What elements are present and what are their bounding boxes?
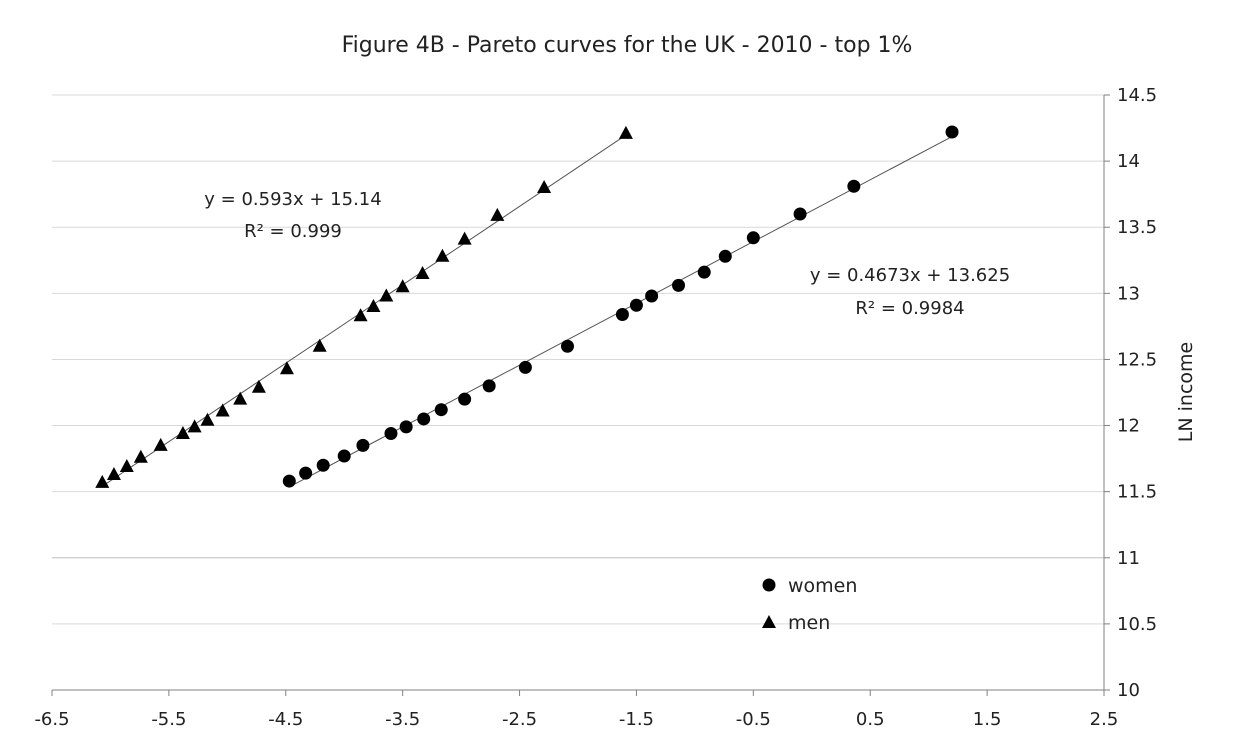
men-point-17 — [415, 266, 430, 279]
women-point-0 — [282, 474, 296, 488]
women-point-9 — [458, 392, 472, 406]
men-point-9 — [233, 391, 248, 405]
women-point-20 — [793, 207, 807, 221]
women-point-17 — [697, 265, 711, 279]
women-point-21 — [847, 179, 861, 193]
legend: women men — [762, 575, 857, 634]
trendlines — [101, 134, 953, 488]
y-tick-label-8: 14 — [1117, 151, 1140, 172]
y-tick-label-1: 10.5 — [1117, 614, 1157, 635]
women-point-8 — [434, 403, 448, 417]
x-tick-label-1: -5.5 — [151, 709, 186, 730]
legend-women-label: women — [788, 575, 857, 597]
women-point-12 — [560, 339, 574, 353]
women-point-18 — [718, 249, 732, 263]
women-point-13 — [615, 307, 629, 321]
chart-title: Figure 4B - Pareto curves for the UK - 2… — [342, 33, 913, 58]
men-point-12 — [312, 338, 327, 352]
x-tick-label-9: 2.5 — [1090, 709, 1119, 730]
men-point-6 — [187, 419, 202, 433]
y-tick-label-4: 12 — [1117, 416, 1140, 437]
women-point-7 — [417, 412, 431, 426]
men-point-22 — [618, 125, 633, 139]
men-point-5 — [175, 425, 190, 439]
men-point-15 — [379, 288, 394, 302]
women-point-6 — [399, 420, 413, 434]
y-tick-label-0: 10 — [1117, 680, 1140, 701]
data-points — [95, 125, 959, 488]
women-trend-equation: y = 0.4673x + 13.625 — [810, 265, 1010, 286]
women-point-1 — [299, 466, 313, 480]
men-point-8 — [215, 403, 230, 417]
men-point-13 — [353, 308, 368, 322]
x-tick-label-5: -1.5 — [619, 709, 654, 730]
men-point-21 — [537, 180, 552, 194]
men-point-10 — [251, 379, 266, 393]
x-tick-label-7: 0.5 — [856, 709, 885, 730]
y-tick-label-2: 11 — [1117, 548, 1140, 569]
x-tick-label-0: -6.5 — [34, 709, 69, 730]
men-point-19 — [457, 231, 472, 245]
x-tick-label-4: -2.5 — [502, 709, 537, 730]
x-tick-label-2: -4.5 — [268, 709, 303, 730]
women-point-3 — [337, 449, 351, 463]
men-point-18 — [435, 248, 450, 262]
men-point-3 — [133, 449, 148, 463]
x-axis: -6.5 -5.5 -4.5 -3.5 -2.5 -1.5 -0.5 0.5 1.5 2.5 — [34, 689, 1119, 730]
women-point-10 — [482, 379, 496, 393]
women-point-2 — [316, 458, 330, 472]
women-point-15 — [645, 289, 659, 303]
legend-women-marker — [762, 578, 776, 592]
women-trend-r2: R² = 0.9984 — [855, 298, 964, 319]
men-point-16 — [395, 279, 410, 293]
men-point-14 — [366, 299, 381, 313]
y-tick-label-6: 13 — [1117, 283, 1140, 304]
x-tick-label-8: 1.5 — [973, 709, 1002, 730]
x-tick-label-6: -0.5 — [736, 709, 771, 730]
y-tick-label-3: 11.5 — [1117, 482, 1157, 503]
grid-lines — [52, 94, 1104, 691]
men-point-4 — [153, 437, 168, 451]
men-point-1 — [106, 466, 121, 480]
men-trend-equation: y = 0.593x + 15.14 — [204, 189, 381, 210]
x-tick-label-3: -3.5 — [385, 709, 420, 730]
y-tick-label-9: 14.5 — [1117, 85, 1157, 106]
y-axis-label: LN income — [1175, 342, 1197, 442]
women-point-19 — [746, 231, 760, 245]
men-point-20 — [490, 207, 505, 221]
women-point-11 — [518, 360, 532, 374]
women-point-14 — [629, 298, 643, 312]
men-trendline — [101, 134, 627, 487]
legend-men-label: men — [788, 612, 830, 634]
y-tick-label-7: 13.5 — [1117, 217, 1157, 238]
y-axis: 10 10.5 11 11.5 12 12.5 13 13.5 14 14.5 — [1103, 85, 1157, 701]
men-point-0 — [95, 474, 110, 488]
men-trend-r2: R² = 0.999 — [244, 221, 342, 242]
legend-men-marker — [762, 615, 776, 628]
men-point-2 — [119, 459, 134, 473]
women-point-16 — [672, 278, 686, 292]
women-point-22 — [945, 125, 959, 139]
women-point-4 — [356, 438, 370, 452]
men-point-11 — [279, 361, 294, 375]
y-tick-label-5: 12.5 — [1117, 349, 1157, 370]
women-point-5 — [384, 426, 398, 440]
men-point-7 — [200, 412, 215, 426]
